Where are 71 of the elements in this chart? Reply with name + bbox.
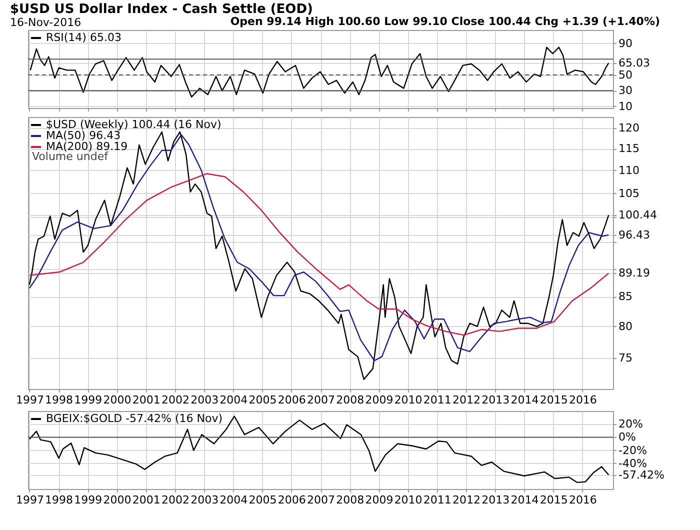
text: Open 99.14 High 100.60 Low 99.10 Close 100.44 Chg +1.39 (+1.40%) [230, 15, 660, 28]
x-tick-label: 2015 [540, 394, 568, 406]
legend-label: RSI(14) 65.03 [46, 31, 122, 44]
y-tick-label: 90 [618, 36, 632, 50]
x-tick-label: 2003 [190, 494, 219, 506]
x-tick-label: 2003 [190, 394, 219, 406]
line-series [30, 46, 610, 98]
y-tick-label: 20% [618, 418, 643, 431]
chart-subtitle: 16-Nov-2016 [10, 16, 82, 29]
y-tick-label: 96.43 [618, 228, 650, 242]
x-tick-label: 2013 [482, 494, 510, 506]
x-tick-label: 2016 [568, 494, 597, 506]
x-tick-label: 1997 [16, 494, 44, 506]
y-tick-label: 85 [618, 290, 632, 304]
y-tick-label: 10 [618, 100, 632, 113]
x-tick-label: 2004 [220, 394, 248, 406]
y-tick-label: 100.44 [618, 208, 657, 222]
x-tick-label: 2015 [540, 494, 568, 506]
x-tick-label: 2002 [161, 394, 190, 406]
x-tick-label: 2016 [568, 394, 597, 406]
x-tick-label: 2009 [365, 494, 394, 506]
y-tick-label: -57.42% [618, 468, 664, 482]
x-tick-label: 2011 [423, 394, 452, 406]
x-tick-label: 2005 [248, 394, 277, 406]
y-tick-label: 110 [618, 164, 640, 177]
y-tick-label: 105 [618, 186, 640, 200]
x-tick-label: 1999 [74, 494, 102, 506]
legend-label: $USD (Weekly) 100.44 (16 Nov) [46, 118, 222, 131]
x-tick-label: 2007 [307, 394, 335, 406]
x-tick-label: 1997 [16, 394, 44, 406]
y-tick-label: 120 [618, 121, 640, 134]
y-tick-label: -20% [618, 444, 647, 457]
legend-label: MA(50) 96.43 [46, 129, 121, 142]
x-tick-label: 2008 [336, 494, 364, 506]
legend-label: BGEIX:$GOLD -57.42% (16 Nov) [46, 412, 223, 425]
x-tick-label: 2000 [103, 494, 132, 506]
x-tick-label: 2005 [248, 494, 277, 506]
x-tick-label: 2006 [278, 494, 306, 506]
y-tick-label: 65.03 [618, 56, 650, 70]
line-series [28, 173, 610, 336]
x-tick-label: 2012 [452, 494, 481, 506]
y-tick-label: 30 [618, 84, 632, 98]
x-tick-label: 2011 [423, 494, 452, 506]
x-tick-label: 1998 [45, 494, 74, 506]
x-tick-label: 2006 [278, 394, 306, 406]
x-tick-label: 2004 [220, 494, 248, 506]
chart-title: $USD US Dollar Index - Cash Settle (EOD) [10, 2, 313, 17]
x-tick-label: 2009 [365, 394, 394, 406]
legend-label: MA(200) 89.19 [46, 140, 128, 153]
y-tick-label: 50 [618, 68, 632, 82]
y-tick-label: 0% [618, 430, 636, 444]
line-series [28, 416, 610, 484]
x-tick-label: 1999 [74, 394, 102, 406]
y-tick-label: 80 [618, 320, 632, 333]
x-tick-label: 2014 [510, 494, 539, 506]
x-tick-label: 2002 [161, 494, 190, 506]
x-tick-label: 2000 [103, 394, 132, 406]
x-tick-label: 2013 [482, 394, 510, 406]
x-tick-label: 1998 [45, 394, 74, 406]
x-tick-label: 2001 [132, 394, 160, 406]
x-tick-label: 2010 [394, 394, 422, 406]
y-tick-label: -40% [618, 456, 647, 470]
x-tick-label: 2007 [307, 494, 335, 506]
y-tick-label: 75 [618, 352, 632, 365]
x-tick-label: 2010 [394, 494, 422, 506]
y-tick-label: 115 [618, 142, 640, 156]
y-tick-label: 89.19 [618, 266, 650, 280]
x-tick-label: 2001 [132, 494, 160, 506]
x-tick-label: 2008 [336, 394, 364, 406]
x-tick-label: 2012 [452, 394, 481, 406]
x-tick-label: 2014 [510, 394, 539, 406]
